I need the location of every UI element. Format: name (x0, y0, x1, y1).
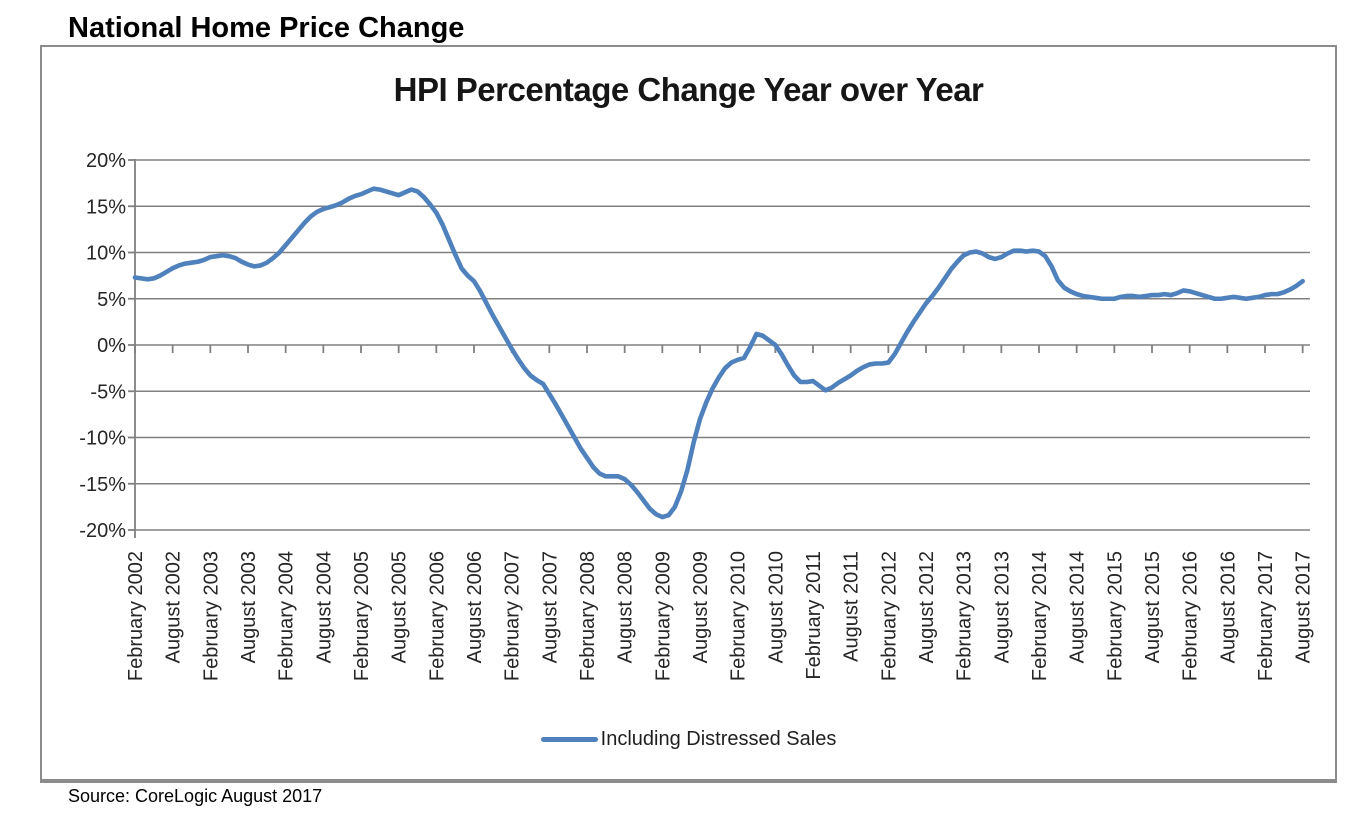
x-tick-label: February 2008 (577, 551, 599, 681)
x-tick-label: February 2005 (351, 551, 373, 681)
x-tick-label: February 2003 (200, 551, 222, 681)
y-tick-label: -5% (90, 381, 126, 403)
line-series-group (132, 186, 1305, 520)
x-tick-label: August 2006 (464, 551, 486, 663)
x-tick-label: February 2007 (502, 551, 524, 681)
y-tick-label: -15% (79, 474, 126, 496)
plot-svg: 20% 15% 10% 5% 0% -5% -10% -15% -20% February 20… (79, 150, 1315, 681)
y-gridlines (135, 159, 1310, 531)
y-axis-tick-labels: 20% 15% 10% 5% 0% -5% -10% -15% -20% (79, 150, 126, 542)
x-tick-label: February 2013 (954, 551, 976, 681)
x-tick-label: August 2003 (238, 551, 260, 663)
chart-legend: Including Distressed Sales (42, 728, 1335, 750)
x-tick-label: August 2005 (389, 551, 411, 663)
x-tick-label: August 2010 (765, 551, 787, 663)
x-tick-label: August 2016 (1217, 551, 1239, 663)
x-tick-label: August 2012 (916, 551, 938, 663)
page-title: National Home Price Change (68, 12, 465, 44)
x-tick-label: February 2010 (728, 551, 750, 681)
legend-series-label: Including Distressed Sales (600, 727, 837, 750)
x-tick-label: August 2008 (615, 551, 637, 663)
x-tick-label: August 2013 (991, 551, 1013, 663)
x-tick-label: February 2015 (1104, 551, 1126, 681)
y-axis-ticks (128, 159, 135, 531)
x-tick-label: February 2002 (125, 551, 147, 681)
x-tick-label: February 2011 (803, 551, 825, 680)
y-tick-label: 0% (97, 335, 126, 357)
x-tick-label: August 2007 (539, 551, 561, 663)
y-tick-label: 10% (86, 243, 126, 265)
y-tick-label: -20% (79, 520, 126, 542)
x-tick-label: August 2015 (1142, 551, 1164, 663)
hpi-data-line (132, 186, 1305, 520)
y-tick-label: 5% (97, 289, 126, 311)
x-tick-label: August 2009 (690, 551, 712, 663)
x-tick-label: August 2014 (1067, 551, 1089, 663)
x-axis-tick-labels: February 2002 August 2002 February 2003 Aug… (125, 551, 1315, 681)
chart-container: HPI Percentage Change Year over Year 20%… (40, 45, 1337, 783)
x-tick-label: February 2012 (878, 551, 900, 681)
legend-line-swatch (540, 736, 598, 742)
y-tick-label: -10% (79, 428, 126, 450)
x-tick-label: February 2014 (1029, 551, 1051, 681)
x-tick-label: February 2017 (1255, 551, 1277, 681)
y-tick-label: 20% (86, 150, 126, 172)
x-tick-label: August 2004 (313, 551, 335, 663)
x-tick-label: February 2016 (1180, 551, 1202, 681)
x-tick-label: February 2006 (426, 551, 448, 681)
y-tick-label: 15% (86, 196, 126, 218)
x-axis-ticks (134, 345, 1304, 353)
chart-title: HPI Percentage Change Year over Year (393, 71, 984, 108)
x-tick-label: August 2011 (841, 551, 863, 662)
x-tick-label: February 2004 (276, 551, 298, 681)
x-tick-label: August 2017 (1293, 551, 1315, 663)
x-tick-label: August 2002 (163, 551, 185, 663)
source-attribution: Source: CoreLogic August 2017 (68, 786, 323, 806)
x-tick-label: February 2009 (652, 551, 674, 681)
